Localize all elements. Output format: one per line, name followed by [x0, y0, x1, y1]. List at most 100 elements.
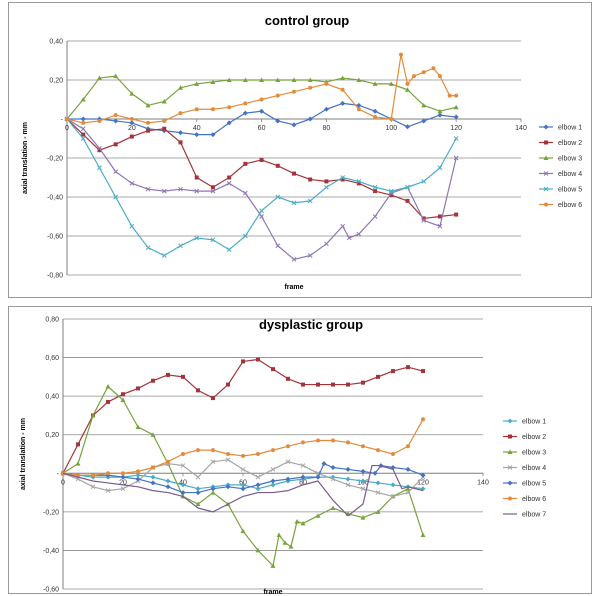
control-group-chart: control group 0,40 0,20 - -0,20 -0,40 -0,60 -0,… — [8, 2, 592, 298]
control-data-point — [65, 117, 69, 121]
control-series-4 — [64, 116, 459, 262]
dysplastic-data-point — [255, 482, 261, 488]
dysplastic-data-point — [210, 490, 216, 495]
dysplastic-data-point — [421, 369, 425, 374]
control-data-point — [372, 214, 378, 219]
control-data-point — [97, 148, 102, 153]
dysplastic-data-point — [330, 465, 336, 470]
control-data-point — [356, 107, 361, 112]
control-legend-entry: elbow 2 — [539, 140, 582, 147]
dysplastic-chart-title: dysplastic group — [259, 317, 363, 332]
dysplastic-data-point — [195, 474, 201, 480]
control-data-point — [194, 132, 200, 138]
dysplastic-series-line — [62, 464, 424, 517]
dysplastic-data-point — [151, 378, 155, 383]
control-legend-entry: elbow 6 — [539, 202, 582, 209]
dysplastic-data-point — [211, 448, 215, 453]
control-data-point — [80, 136, 86, 141]
control-data-point — [227, 175, 232, 180]
control-data-point — [324, 179, 329, 184]
control-data-point — [161, 188, 167, 194]
dysplastic-y-tick-label: 0,40 — [45, 394, 59, 401]
dysplastic-y-tick-label: -0,20 — [43, 509, 59, 516]
dysplastic-series-2 — [61, 357, 425, 476]
dysplastic-x-tick-label: 20 — [119, 479, 127, 486]
control-data-point — [129, 134, 134, 139]
control-data-point — [292, 89, 296, 94]
dysplastic-data-point — [300, 463, 306, 468]
control-data-point — [243, 101, 248, 106]
control-data-point — [210, 188, 216, 194]
dysplastic-data-point — [121, 471, 125, 476]
dysplastic-legend-entry: elbow 3 — [503, 449, 546, 457]
control-data-point — [291, 122, 297, 128]
control-data-point — [259, 77, 265, 82]
dysplastic-y-tick-label: -0,40 — [43, 548, 59, 555]
control-data-point — [259, 157, 264, 162]
control-data-point — [226, 180, 232, 186]
dysplastic-data-point — [315, 513, 321, 518]
control-legend-label: elbow 5 — [558, 187, 582, 194]
control-data-point — [340, 223, 345, 229]
control-legend-marker — [543, 171, 549, 176]
dysplastic-data-point — [390, 494, 396, 499]
dysplastic-data-point — [106, 399, 110, 404]
control-data-point — [259, 214, 264, 219]
control-group-plot: control group 0,40 0,20 - -0,20 -0,40 -0,60 -0,… — [22, 13, 582, 291]
dysplastic-data-point — [346, 382, 350, 387]
control-data-point — [356, 231, 362, 237]
dysplastic-data-point — [61, 471, 65, 476]
dysplastic-group-plot: dysplastic group 0,80 0,60 0,40 0,20 - -0,20 -0… — [20, 317, 546, 596]
control-data-point — [210, 132, 216, 138]
dysplastic-data-point — [330, 476, 336, 482]
control-data-point — [194, 188, 200, 194]
dysplastic-data-point — [150, 474, 156, 480]
control-data-point — [275, 163, 280, 168]
dysplastic-legend-label: elbow 7 — [522, 512, 546, 519]
dysplastic-data-point — [180, 490, 186, 496]
control-data-point — [356, 179, 362, 184]
dysplastic-y-tick-label: 0,20 — [45, 432, 59, 439]
control-data-point — [194, 235, 200, 241]
dysplastic-data-point — [195, 486, 201, 492]
dysplastic-data-point — [135, 476, 141, 482]
dysplastic-data-point — [166, 372, 170, 377]
control-data-point — [97, 165, 102, 171]
control-x-tick-label: 120 — [450, 125, 462, 132]
control-data-point — [356, 102, 362, 108]
control-data-point — [80, 97, 86, 102]
dysplastic-data-point — [210, 459, 216, 465]
dysplastic-data-point — [180, 463, 186, 468]
control-data-point — [447, 93, 452, 98]
dysplastic-legend-entry: elbow 1 — [503, 418, 546, 426]
control-x-tick-label: 0 — [65, 125, 69, 132]
control-data-point — [421, 179, 427, 184]
control-data-point — [405, 87, 410, 92]
dysplastic-data-point — [391, 369, 395, 374]
control-series-3 — [64, 73, 459, 121]
control-data-point — [405, 184, 410, 190]
control-legend-entry: elbow 1 — [539, 124, 582, 132]
dysplastic-data-point — [300, 474, 306, 480]
dysplastic-data-point — [270, 482, 276, 488]
control-data-point — [243, 190, 248, 196]
control-data-point — [307, 77, 313, 82]
dysplastic-data-point — [211, 396, 215, 401]
dysplastic-data-point — [91, 473, 95, 478]
dysplastic-data-point — [285, 476, 291, 482]
dysplastic-legend-marker — [507, 449, 513, 454]
control-data-point — [226, 120, 232, 126]
dysplastic-data-point — [316, 438, 320, 443]
control-data-point — [372, 108, 378, 114]
dysplastic-data-point — [240, 467, 246, 472]
control-data-point — [113, 194, 118, 200]
control-data-point — [113, 118, 119, 124]
dysplastic-data-point — [256, 357, 260, 362]
dysplastic-data-point — [276, 532, 282, 537]
control-data-point — [80, 116, 86, 122]
control-legend-entry: elbow 5 — [539, 187, 582, 194]
control-x-tick-label: 60 — [258, 125, 266, 132]
control-legend-label: elbow 3 — [558, 156, 582, 163]
control-data-point — [259, 97, 264, 102]
control-data-point — [210, 185, 215, 190]
